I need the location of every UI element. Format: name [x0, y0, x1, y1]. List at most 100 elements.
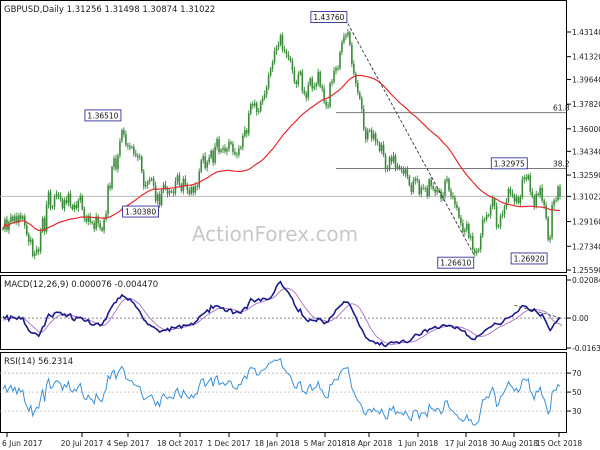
trendline-dashed	[347, 23, 476, 257]
x-tick-label: 1 Dec 2017	[207, 439, 250, 448]
candle-body	[160, 189, 163, 206]
price-ytick-label: 1.37820	[572, 100, 600, 109]
candle-body	[271, 62, 274, 69]
fib-level-label: 61.8	[553, 104, 570, 113]
candle-body	[370, 130, 373, 139]
candle-body	[349, 32, 351, 45]
candle-body	[166, 188, 169, 194]
candle-body	[464, 229, 466, 232]
candle-body	[75, 204, 78, 209]
candle-body	[410, 185, 413, 192]
candle-body	[525, 177, 528, 180]
candle-body	[154, 185, 157, 201]
candle-body	[121, 130, 123, 142]
candle-body	[507, 188, 510, 202]
candle-body	[501, 214, 504, 217]
candle-body	[123, 130, 125, 135]
macd-ytick-label: 0.00	[572, 314, 589, 323]
candle-body	[515, 197, 518, 202]
candle-body	[244, 130, 246, 136]
candle-body	[559, 186, 561, 197]
candle-body	[164, 184, 167, 189]
candle-body	[89, 215, 92, 222]
price-ytick-label: 1.39640	[572, 75, 600, 84]
candle-body	[127, 144, 129, 146]
candle-body	[547, 217, 549, 240]
candles-layer	[2, 29, 561, 260]
candle-body	[305, 93, 308, 98]
x-tick-label: 18 Oct 2017	[157, 439, 204, 448]
candle-body	[71, 205, 74, 210]
candle-body	[297, 74, 300, 85]
candle-body	[259, 101, 262, 112]
moving-average-line	[2, 74, 560, 232]
price-ytick-label: 1.27340	[572, 242, 600, 251]
candle-body	[357, 83, 359, 93]
candle-body	[35, 249, 38, 254]
rsi-ytick-label: 70	[572, 369, 582, 378]
candle-body	[277, 44, 280, 48]
candle-body	[358, 92, 361, 99]
candle-body	[178, 175, 181, 185]
candle-body	[436, 189, 438, 193]
price-callout-label: 1.43760	[313, 13, 344, 22]
candle-body	[242, 135, 244, 148]
candle-body	[236, 154, 238, 155]
candle-body	[156, 194, 159, 201]
candle-body	[85, 218, 88, 222]
candle-body	[67, 193, 70, 203]
candle-body	[541, 187, 543, 201]
candle-body	[374, 133, 377, 142]
candle-body	[311, 78, 314, 89]
candle-body	[37, 249, 40, 252]
price-callout-label: 1.36510	[87, 111, 118, 120]
macd-ytick-label: 0.020848	[572, 276, 600, 285]
candle-body	[119, 141, 121, 156]
x-tick-label: 1 Jun 2018	[398, 439, 439, 448]
price-ytick-label: 1.41320	[572, 53, 600, 62]
candle-body	[477, 249, 480, 252]
candle-body	[537, 193, 539, 196]
candle-body	[533, 196, 536, 206]
candle-body	[81, 195, 84, 209]
candle-body	[226, 149, 228, 152]
candle-body	[368, 130, 371, 131]
candle-body	[450, 190, 452, 196]
candle-body	[6, 219, 8, 230]
x-tick-label: 17 Jul 2018	[445, 439, 488, 448]
x-tick-label: 15 Oct 2018	[536, 439, 583, 448]
candle-body	[57, 194, 60, 196]
candle-body	[283, 49, 286, 52]
price-ytick-label: 1.32590	[572, 171, 600, 180]
candle-body	[184, 178, 187, 185]
candle-body	[99, 223, 101, 228]
candle-body	[261, 98, 264, 102]
candle-body	[18, 215, 20, 223]
x-tick-label: 4 Sep 2017	[107, 439, 150, 448]
candle-body	[339, 52, 341, 69]
candle-body	[378, 142, 381, 151]
candle-body	[168, 191, 171, 194]
candle-body	[41, 218, 44, 232]
price-ytick-label: 1.31022	[572, 192, 600, 201]
x-tick-label: 18 Apr 2018	[346, 439, 393, 448]
candle-body	[468, 224, 470, 238]
candle-body	[133, 146, 135, 154]
candle-body	[557, 186, 559, 201]
candle-body	[202, 156, 205, 161]
candle-body	[412, 180, 415, 192]
candle-body	[43, 218, 46, 232]
candle-body	[162, 184, 165, 190]
candle-body	[146, 181, 149, 185]
candle-body	[249, 104, 252, 114]
candle-body	[513, 195, 516, 202]
candle-body	[279, 35, 282, 45]
candle-body	[473, 249, 476, 254]
candle-body	[107, 185, 109, 214]
candle-body	[12, 216, 14, 222]
macd-ytick-label: -0.016389	[572, 344, 600, 353]
candle-body	[14, 216, 16, 222]
candle-body	[234, 151, 236, 155]
candle-body	[394, 155, 397, 168]
